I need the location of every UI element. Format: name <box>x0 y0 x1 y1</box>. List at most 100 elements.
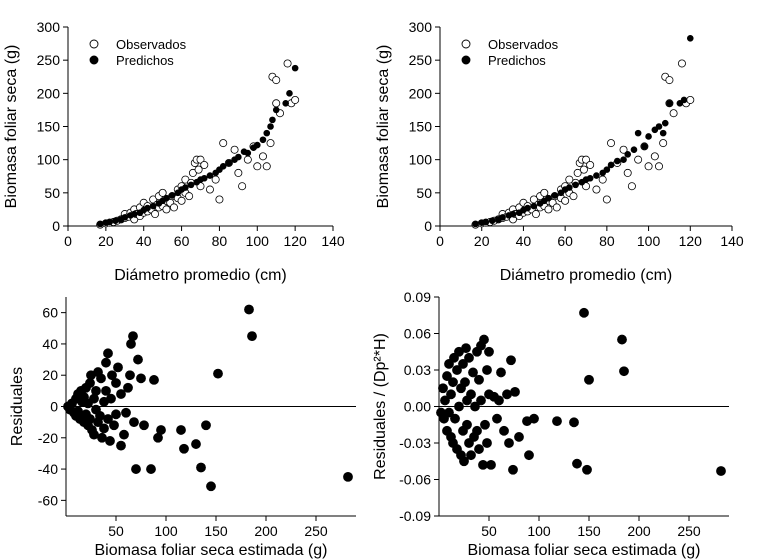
observed-point <box>205 185 214 194</box>
observed-point <box>253 162 262 171</box>
predicted-point <box>624 151 632 158</box>
observed-point <box>619 145 628 154</box>
predicted-point <box>474 374 484 385</box>
observed-point <box>215 195 224 204</box>
observed-point <box>169 203 178 212</box>
observed-point <box>634 155 643 164</box>
y-tick-label: 200 <box>37 85 61 101</box>
predicted-point <box>454 401 464 412</box>
predicted-point <box>128 331 138 342</box>
y-axis-label: Residuales <box>9 367 26 446</box>
predicted-point <box>196 462 206 473</box>
predicted-point <box>630 146 638 154</box>
observed-point <box>272 76 281 85</box>
predicted-point <box>131 464 141 474</box>
y-tick-label: 40 <box>42 336 58 352</box>
y-axis-label: Biomasa foliar seca (g) <box>375 45 392 209</box>
predicted-point <box>219 163 227 170</box>
x-tick-label: 80 <box>212 233 228 249</box>
y-tick-label: -0.09 <box>399 508 431 524</box>
predicted-point <box>101 357 111 368</box>
observed-point <box>582 155 591 164</box>
x-tick-label: 140 <box>720 233 744 249</box>
predicted-point <box>343 471 353 482</box>
observed-point <box>569 192 578 201</box>
observed-point <box>266 139 275 148</box>
x-tick-label: 0 <box>436 233 444 249</box>
predicted-point <box>661 119 669 127</box>
predicted-point <box>112 217 119 224</box>
x-tick-label: 100 <box>246 233 270 249</box>
predicted-point <box>99 423 109 434</box>
predicted-point <box>121 214 129 221</box>
predicted-point <box>111 409 121 420</box>
predicted-point <box>438 383 448 394</box>
y-tick-label: 300 <box>37 19 61 35</box>
observed-point <box>283 59 292 68</box>
x-tick-label: 200 <box>627 523 651 539</box>
predicted-point <box>472 425 482 436</box>
predicted-point <box>106 393 116 404</box>
x-tick-label: 250 <box>304 523 328 539</box>
predicted-point <box>468 367 478 378</box>
predicted-point <box>510 386 520 397</box>
predicted-point <box>466 450 476 461</box>
observed-point <box>243 155 252 164</box>
predicted-point <box>448 377 458 388</box>
predicted-point <box>121 407 131 418</box>
predicted-point <box>163 194 170 202</box>
predicted-point <box>206 481 216 492</box>
predicted-point <box>496 367 506 378</box>
predicted-point <box>666 99 673 107</box>
y-tick-label: 50 <box>416 185 432 201</box>
predicted-point <box>659 129 667 137</box>
observed-point <box>598 175 607 184</box>
x-tick-label: 0 <box>64 233 72 249</box>
predicted-point <box>444 407 454 418</box>
predicted-point <box>461 343 471 353</box>
observed-point <box>592 185 601 194</box>
x-axis-label: Biomasa foliar seca estimada (g) <box>468 542 701 559</box>
observed-point <box>607 139 616 148</box>
y-tick-label: 250 <box>37 52 61 68</box>
y-tick-label: 0 <box>52 218 60 234</box>
x-tick-label: 20 <box>474 233 490 249</box>
observed-point <box>291 95 300 104</box>
observed-point <box>219 139 228 148</box>
predicted-point <box>482 438 492 448</box>
observed-point <box>623 168 632 177</box>
predicted-point <box>119 429 129 440</box>
predicted-point <box>191 439 201 449</box>
predicted-point <box>566 184 573 191</box>
predicted-point <box>440 395 450 406</box>
observed-point <box>258 152 267 161</box>
predicted-point <box>144 204 151 212</box>
legend-label: Observados <box>488 37 559 52</box>
predicted-point <box>586 174 594 182</box>
observed-point <box>158 188 167 197</box>
y-tick-label: 250 <box>409 52 433 68</box>
predicted-point <box>113 362 123 373</box>
predicted-point <box>291 64 299 72</box>
x-axis-label: Diámetro promedio (cm) <box>114 267 286 284</box>
predicted-point <box>552 416 562 426</box>
predicted-point <box>494 395 504 406</box>
predicted-point <box>466 389 476 400</box>
x-tick-label: 250 <box>677 523 701 539</box>
observed-point <box>579 165 588 174</box>
predicted-point <box>101 385 111 396</box>
predicted-point <box>529 413 539 424</box>
predicted-point <box>123 382 133 393</box>
chart-panel-1: 0 20 40 60 80 100 120 140 0 50 100 150 200 250 300 Diám… <box>3 19 345 284</box>
legend-label: Predichos <box>116 53 174 68</box>
y-tick-label: -0.03 <box>399 435 431 451</box>
predicted-point <box>156 425 166 435</box>
predicted-point <box>442 371 452 381</box>
predicted-point <box>139 420 149 431</box>
predicted-point <box>259 136 267 144</box>
legend-marker-observados <box>89 39 99 49</box>
predicted-point <box>225 159 233 167</box>
predicted-point <box>244 149 252 157</box>
predicted-point <box>641 143 648 150</box>
